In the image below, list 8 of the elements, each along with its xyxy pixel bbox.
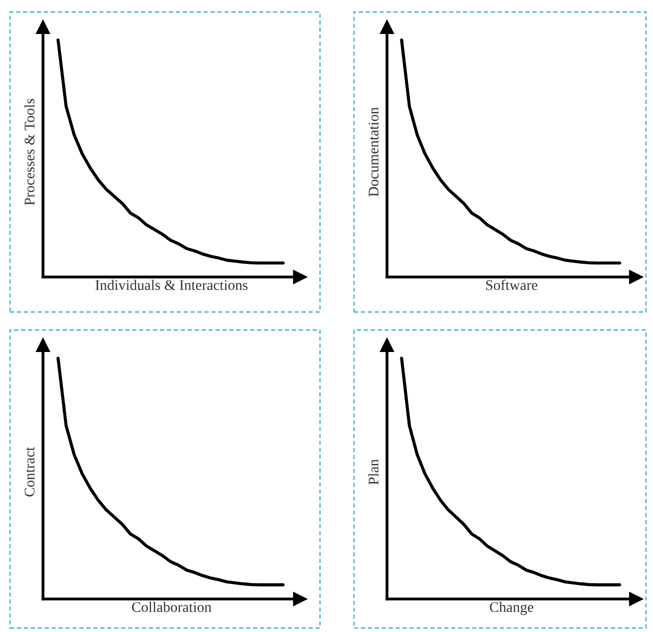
y-axis-title: Contract — [24, 446, 34, 497]
y-axis-title: Plan — [368, 459, 378, 485]
y-axis-title: Documentation — [368, 107, 378, 197]
y-axis-title: Processes & Tools — [24, 98, 34, 206]
x-axis-title: Individuals & Interactions — [95, 280, 248, 290]
x-axis-title: Change — [490, 602, 534, 616]
x-axis-title: Software — [486, 280, 538, 290]
x-axis-title: Collaboration — [132, 602, 212, 612]
